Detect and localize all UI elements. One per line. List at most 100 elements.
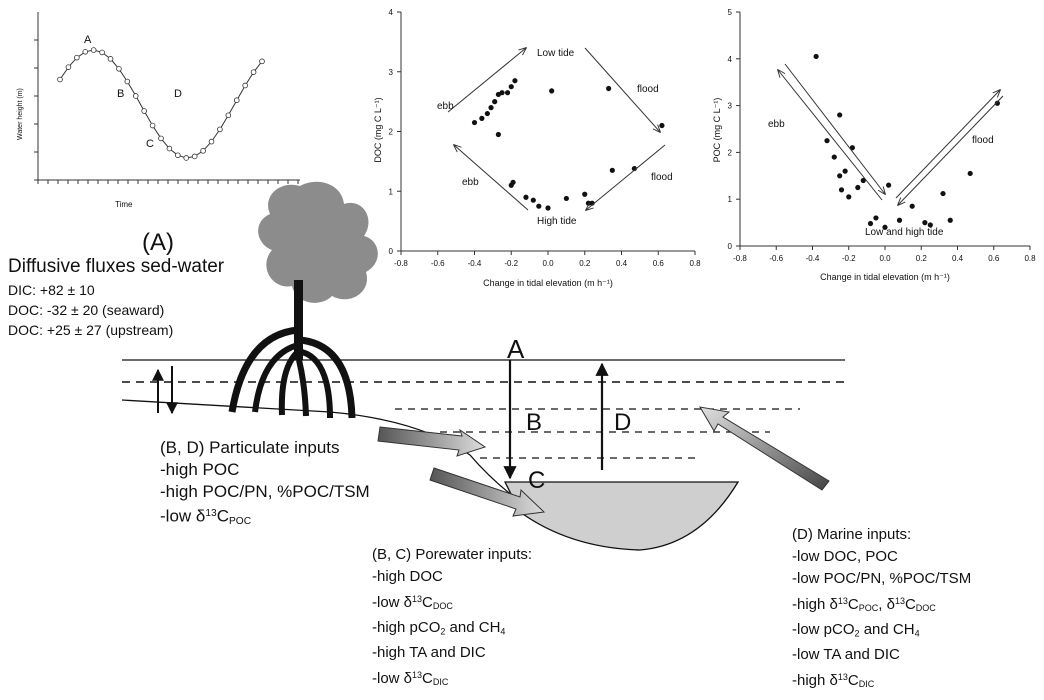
tidal-point-marker (175, 152, 181, 159)
tidal-point-marker (74, 54, 80, 61)
doc-data-point (659, 122, 665, 129)
doc-data-point (488, 105, 494, 111)
tidal-point-marker (116, 66, 122, 72)
doc-data-point (504, 90, 511, 96)
poc-ebb-arrow-1 (778, 70, 883, 201)
tidal-point-c: C (146, 138, 154, 150)
poc-data-point (846, 194, 852, 200)
particulate-l1: -high POC (160, 460, 240, 479)
particulate-title: (B, D) Particulate inputs (160, 438, 340, 457)
poc-data-point (922, 220, 928, 226)
doc-flood-lower-arrow (586, 144, 666, 210)
poc-data-point (927, 222, 933, 228)
doc-ann-flood-upper: flood (637, 84, 659, 95)
doc-data-point (549, 88, 555, 94)
poc-data-point (886, 182, 892, 188)
poc-x-tick-label: 0.4 (952, 254, 964, 263)
doc-ann-low-tide: Low tide (537, 48, 575, 59)
poc-data-point (896, 217, 903, 223)
tidal-point-marker (233, 97, 240, 104)
prop-root-5 (300, 349, 333, 419)
poc-flood-arrow-1 (895, 90, 1000, 199)
poc-ann-flood: flood (972, 135, 994, 146)
doc-data-point (523, 194, 529, 200)
cross-section: A B C D (121, 181, 845, 551)
doc-x-tick-label: -0.2 (504, 259, 518, 268)
poc-data-point (860, 177, 866, 184)
poc-data-point (831, 154, 837, 160)
poc-data-point (882, 224, 888, 230)
poc-data-point (838, 187, 845, 193)
poc-ann-low-high: Low and high tide (865, 227, 944, 238)
marine-l3: -high δ13CPOC, δ13CDOC (792, 595, 936, 614)
marine-title: (D) Marine inputs: (792, 526, 912, 543)
doc-x-tick-label: 0.2 (579, 259, 591, 268)
tidal-xlabel: Time (115, 200, 133, 209)
doc-xlabel: Change in tidal elevation (m h⁻¹) (483, 278, 613, 288)
doc-data-point (631, 165, 637, 172)
doc-y-tick-label: 2 (389, 128, 394, 137)
tidal-point-marker (65, 64, 72, 70)
poc-x-tick-label: -0.4 (806, 254, 820, 263)
doc-data-point (499, 90, 505, 96)
doc-data-point (512, 78, 518, 84)
doc-ann-ebb-upper: ebb (437, 101, 454, 112)
tidal-point-marker (107, 56, 114, 62)
flux-dic: DIC: +82 ± 10 (8, 282, 95, 298)
marine-l6: -high δ13CDIC (792, 672, 875, 690)
tidal-curve-panel: Water height (m) Time A B C D (17, 12, 300, 209)
doc-data-point (536, 203, 542, 209)
doc-data-point (492, 99, 498, 105)
poc-data-point (813, 53, 819, 60)
poc-y-tick-label: 0 (728, 242, 733, 251)
poc-x-tick-label: 0.8 (1024, 254, 1036, 263)
marine-l2: -low POC/PN, %POC/TSM (792, 570, 972, 587)
tidal-curve (59, 49, 263, 159)
prop-root-4 (299, 336, 356, 419)
porewater-block: (B, C) Porewater inputs: -high DOC -low … (372, 544, 532, 694)
tidal-point-marker (166, 145, 173, 152)
tidal-ylabel: Water height (m) (17, 88, 24, 140)
porewater-l5: -low δ13CDIC (372, 670, 449, 688)
tidal-point-marker (200, 148, 206, 154)
doc-ebb-upper-arrow (447, 48, 526, 113)
porewater-input-arrow (429, 467, 546, 517)
doc-data-point (582, 191, 588, 197)
poc-x-tick-label: -0.2 (842, 254, 856, 263)
tidal-point-marker (250, 69, 257, 75)
poc-ann-ebb: ebb (768, 119, 785, 130)
poc-data-point (842, 168, 848, 174)
section-label-d: D (614, 409, 631, 436)
poc-ebb-arrow-2 (784, 63, 885, 194)
tidal-point-marker (242, 82, 248, 89)
porewater-l3: -high pCO2 and CH4 (372, 619, 506, 637)
particulate-input-arrow (377, 426, 487, 457)
poc-data-point (849, 145, 855, 151)
tidal-point-marker (124, 78, 131, 85)
tidal-point-marker (158, 135, 164, 142)
tidal-point-marker (99, 49, 105, 56)
poc-ylabel: POC (mg C L⁻¹) (712, 98, 722, 163)
tidal-point-marker (132, 93, 139, 99)
tidal-point-marker (217, 126, 223, 133)
doc-ann-flood-lower: flood (651, 172, 673, 183)
section-label-b: B (526, 409, 542, 436)
poc-data-point (824, 138, 830, 144)
poc-y-tick-label: 4 (728, 55, 733, 64)
prop-root-3 (278, 347, 302, 416)
poc-y-tick-label: 1 (728, 195, 733, 204)
doc-y-tick-label: 3 (389, 68, 394, 77)
porewater-title: (B, C) Porewater inputs: (372, 546, 533, 563)
section-label-c: C (528, 467, 545, 494)
doc-y-tick-label: 0 (389, 247, 394, 256)
doc-x-tick-label: -0.4 (468, 259, 482, 268)
poc-xlabel: Change in tidal elevation (m h⁻¹) (820, 272, 950, 282)
doc-ann-high-tide: High tide (537, 216, 577, 227)
porewater-l4: -high TA and DIC (372, 644, 486, 662)
flux-doc-upstream: DOC: +25 ± 27 (upstream) (8, 322, 174, 338)
tidal-point-b: B (117, 88, 124, 100)
doc-y-tick-label: 4 (389, 8, 394, 17)
tidal-point-marker (259, 58, 265, 65)
tidal-point-marker (141, 108, 147, 114)
